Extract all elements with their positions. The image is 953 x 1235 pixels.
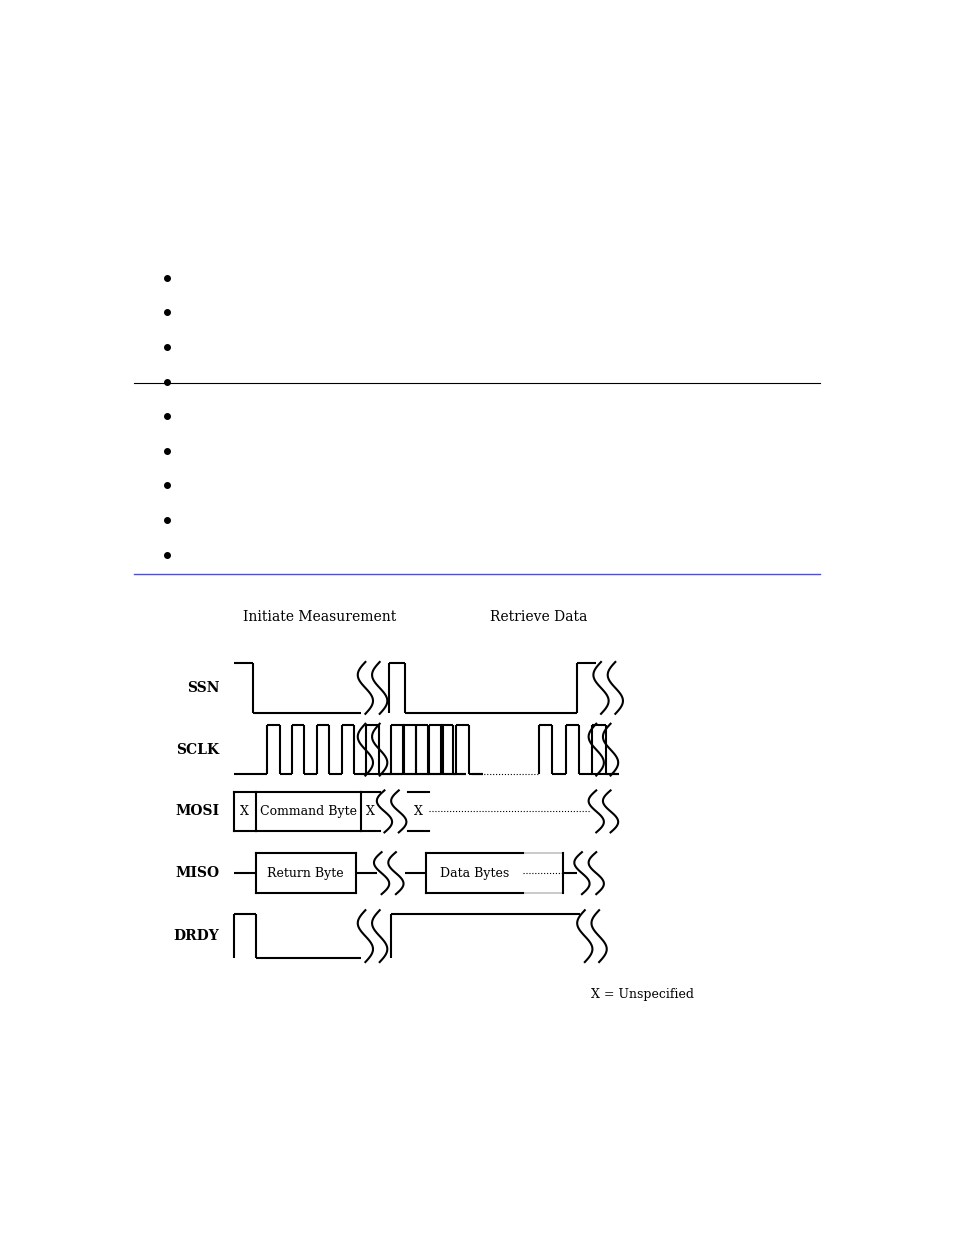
Text: Return Byte: Return Byte xyxy=(267,867,344,879)
Text: Data Bytes: Data Bytes xyxy=(439,867,509,879)
Text: DRDY: DRDY xyxy=(173,929,219,944)
Text: X: X xyxy=(365,805,375,818)
Text: Initiate Measurement: Initiate Measurement xyxy=(243,610,395,624)
Text: MOSI: MOSI xyxy=(175,804,219,819)
Text: X = Unspecified: X = Unspecified xyxy=(591,988,694,1000)
Text: SSN: SSN xyxy=(187,680,219,695)
Text: MISO: MISO xyxy=(175,866,219,881)
Text: SCLK: SCLK xyxy=(176,742,219,757)
Text: X: X xyxy=(240,805,249,818)
Text: Retrieve Data: Retrieve Data xyxy=(490,610,587,624)
Text: X: X xyxy=(414,805,423,818)
Text: Command Byte: Command Byte xyxy=(259,805,356,818)
